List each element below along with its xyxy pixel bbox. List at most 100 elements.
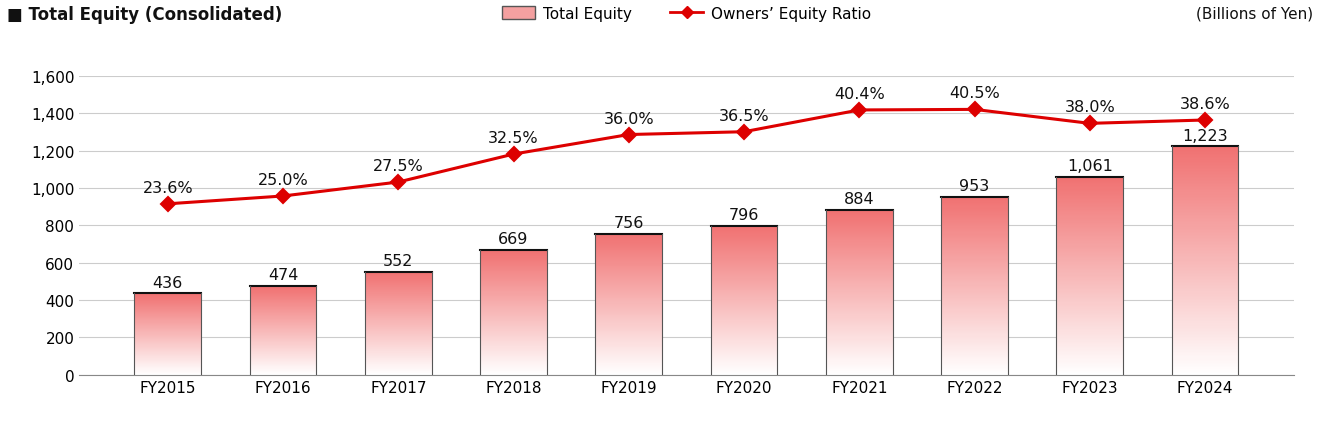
Bar: [1056, 326, 1123, 328]
Bar: [595, 334, 663, 335]
Bar: [826, 221, 892, 222]
Bar: [595, 348, 663, 349]
Bar: [249, 320, 317, 321]
Bar: [826, 284, 892, 285]
Bar: [480, 335, 546, 336]
Bar: [1056, 262, 1123, 263]
Bar: [1172, 217, 1238, 219]
Bar: [1056, 299, 1123, 300]
Bar: [941, 279, 1008, 280]
Bar: [826, 293, 892, 294]
Bar: [1056, 338, 1123, 339]
Bar: [595, 370, 663, 371]
Bar: [595, 284, 663, 285]
Bar: [1172, 328, 1238, 329]
Bar: [1056, 259, 1123, 260]
Bar: [941, 352, 1008, 354]
Bar: [1172, 206, 1238, 208]
Bar: [826, 328, 892, 329]
Bar: [480, 322, 546, 323]
Bar: [941, 304, 1008, 305]
Bar: [135, 310, 201, 311]
Bar: [1056, 210, 1123, 211]
Bar: [595, 252, 663, 253]
Bar: [826, 337, 892, 339]
Bar: [710, 283, 777, 284]
Bar: [1056, 221, 1123, 222]
Bar: [1172, 249, 1238, 250]
Bar: [1172, 222, 1238, 223]
Bar: [364, 282, 432, 283]
Bar: [710, 304, 777, 305]
Bar: [710, 351, 777, 352]
Bar: [710, 342, 777, 343]
Bar: [1172, 255, 1238, 256]
Bar: [826, 317, 892, 318]
Bar: [710, 282, 777, 283]
Bar: [595, 281, 663, 282]
Bar: [595, 317, 663, 319]
Bar: [710, 298, 777, 299]
Bar: [364, 291, 432, 292]
Bar: [595, 248, 663, 249]
Bar: [1172, 235, 1238, 236]
Bar: [1172, 369, 1238, 370]
Bar: [249, 287, 317, 288]
Bar: [480, 275, 546, 276]
Bar: [595, 366, 663, 367]
Bar: [710, 346, 777, 347]
Bar: [595, 247, 663, 248]
Bar: [1172, 191, 1238, 193]
Bar: [364, 364, 432, 365]
Bar: [1172, 230, 1238, 232]
Bar: [826, 356, 892, 357]
Bar: [941, 227, 1008, 228]
Bar: [826, 309, 892, 310]
Bar: [364, 352, 432, 353]
Bar: [249, 361, 317, 362]
Bar: [710, 365, 777, 366]
Bar: [595, 280, 663, 281]
Bar: [826, 324, 892, 325]
Text: 474: 474: [268, 268, 298, 283]
Bar: [826, 371, 892, 373]
Bar: [595, 329, 663, 330]
Bar: [710, 242, 777, 243]
Bar: [364, 273, 432, 274]
Bar: [826, 357, 892, 358]
Bar: [595, 239, 663, 241]
Bar: [1056, 251, 1123, 252]
Bar: [1056, 264, 1123, 265]
Bar: [941, 197, 1008, 199]
Bar: [710, 372, 777, 373]
Bar: [249, 371, 317, 372]
Bar: [480, 297, 546, 298]
Bar: [595, 326, 663, 327]
Bar: [826, 282, 892, 284]
Bar: [710, 325, 777, 326]
Bar: [364, 373, 432, 374]
Bar: [941, 276, 1008, 278]
Bar: [1172, 310, 1238, 311]
Bar: [710, 285, 777, 286]
Bar: [595, 322, 663, 323]
Bar: [710, 358, 777, 359]
Bar: [364, 351, 432, 352]
Bar: [710, 331, 777, 332]
Bar: [826, 212, 892, 213]
Bar: [595, 259, 663, 260]
Bar: [1056, 235, 1123, 236]
Bar: [941, 350, 1008, 351]
Bar: [826, 351, 892, 352]
Bar: [364, 336, 432, 337]
Bar: [1172, 338, 1238, 340]
Bar: [480, 313, 546, 314]
Bar: [1056, 196, 1123, 197]
Bar: [826, 243, 892, 244]
Bar: [1172, 290, 1238, 291]
Bar: [826, 350, 892, 351]
Bar: [826, 297, 892, 298]
Bar: [135, 320, 201, 321]
Text: 40.5%: 40.5%: [949, 86, 999, 101]
Bar: [1056, 300, 1123, 301]
